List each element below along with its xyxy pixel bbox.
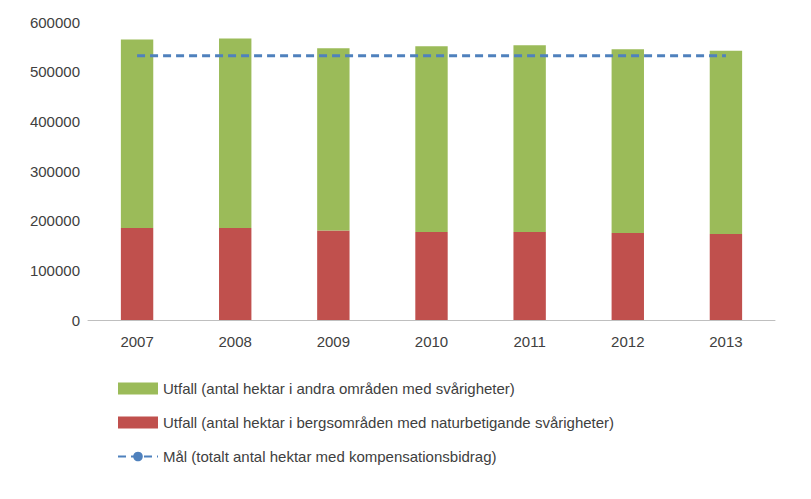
svg-text:2011: 2011 — [514, 333, 546, 350]
svg-text:2013: 2013 — [709, 333, 742, 350]
svg-text:600000: 600000 — [30, 14, 80, 31]
svg-text:400000: 400000 — [30, 113, 80, 130]
svg-text:2012: 2012 — [611, 333, 644, 350]
svg-text:300000: 300000 — [30, 163, 80, 180]
svg-text:2009: 2009 — [317, 333, 350, 350]
svg-text:Mål (totalt antal hektar med k: Mål (totalt antal hektar med kompensatio… — [163, 448, 497, 465]
svg-text:Utfall (antal hektar i bergsom: Utfall (antal hektar i bergsområden med … — [163, 414, 614, 431]
svg-text:2008: 2008 — [219, 333, 252, 350]
svg-text:2007: 2007 — [120, 333, 153, 350]
svg-text:Utfall (antal hektar i andra o: Utfall (antal hektar i andra områden med… — [163, 380, 515, 397]
svg-text:200000: 200000 — [30, 212, 80, 229]
svg-text:0: 0 — [72, 312, 80, 329]
svg-text:500000: 500000 — [30, 63, 80, 80]
svg-text:100000: 100000 — [30, 262, 80, 279]
svg-text:2010: 2010 — [415, 333, 448, 350]
